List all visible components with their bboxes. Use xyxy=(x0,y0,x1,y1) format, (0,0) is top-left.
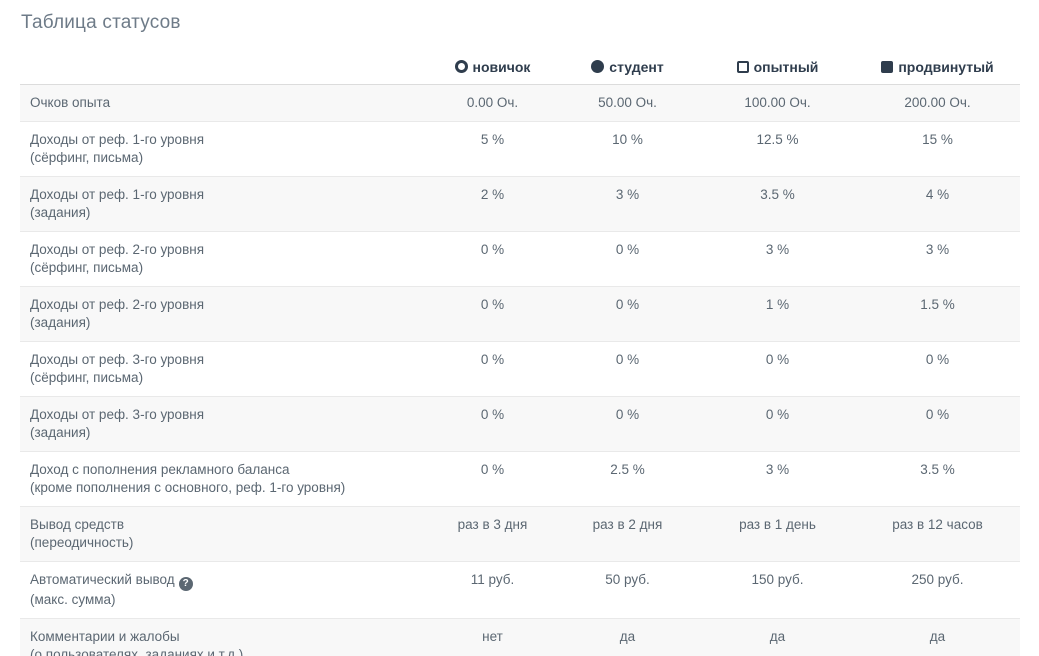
table-cell: раз в 1 день xyxy=(700,506,855,562)
row-label: Доходы от реф. 3-го уровня xyxy=(30,352,205,367)
column-header-experienced: опытный xyxy=(700,51,855,85)
table-row-comments: Комментарии и жалобы (о пользователях, з… xyxy=(20,618,1020,656)
table-cell: 0 % xyxy=(430,396,555,452)
table-cell: 2 % xyxy=(430,176,555,232)
table-cell: 0 % xyxy=(430,341,555,397)
row-label: Доходы от реф. 1-го уровня xyxy=(30,187,205,202)
row-sublabel: (макс. сумма) xyxy=(30,592,116,607)
table-cell: 11 руб. xyxy=(430,561,555,619)
table-cell: 15 % xyxy=(855,121,1020,177)
row-label: Доходы от реф. 2-го уровня xyxy=(30,242,205,257)
table-cell: 2.5 % xyxy=(555,451,700,507)
row-label: Доход с пополнения рекламного баланса xyxy=(30,462,290,477)
table-cell: 250 руб. xyxy=(855,561,1020,619)
row-label: Вывод средств xyxy=(30,517,125,532)
row-label: Комментарии и жалобы xyxy=(30,629,180,644)
table-header-empty xyxy=(20,51,430,85)
table-cell: 200.00 Оч. xyxy=(855,84,1020,122)
table-cell: 4 % xyxy=(855,176,1020,232)
row-sublabel: (кроме пополнения с основного, реф. 1-го… xyxy=(30,480,346,495)
row-label: Автоматический вывод? xyxy=(30,571,420,591)
table-cell: 3 % xyxy=(855,231,1020,287)
status-table: новичок студент опытный продвинутый Очко… xyxy=(20,51,1020,656)
row-sublabel: (задания) xyxy=(30,315,91,330)
table-cell: 0 % xyxy=(430,286,555,342)
table-row-ref1-surf: Доходы от реф. 1-го уровня (сёрфинг, пис… xyxy=(20,121,1020,177)
table-cell: да xyxy=(700,618,855,656)
table-cell: раз в 2 дня xyxy=(555,506,700,562)
table-cell: 0 % xyxy=(700,341,855,397)
table-cell: 0 % xyxy=(430,231,555,287)
column-header-label: опытный xyxy=(753,59,819,75)
row-label: Доходы от реф. 1-го уровня xyxy=(30,132,205,147)
table-cell: 3 % xyxy=(555,176,700,232)
table-cell: 0 % xyxy=(855,396,1020,452)
circle-outline-icon xyxy=(454,60,468,73)
table-row-ref2-tasks: Доходы от реф. 2-го уровня (задания) 0 %… xyxy=(20,286,1020,342)
row-label: Доходы от реф. 2-го уровня xyxy=(30,297,205,312)
table-cell: раз в 3 дня xyxy=(430,506,555,562)
table-row-ref3-surf: Доходы от реф. 3-го уровня (сёрфинг, пис… xyxy=(20,341,1020,397)
table-cell: 0 % xyxy=(430,451,555,507)
table-cell: нет xyxy=(430,618,555,656)
table-cell: 1.5 % xyxy=(855,286,1020,342)
table-cell: 0 % xyxy=(700,396,855,452)
table-cell: 3.5 % xyxy=(855,451,1020,507)
table-cell: 50.00 Оч. xyxy=(555,84,700,122)
column-header-advanced: продвинутый xyxy=(855,51,1020,85)
square-filled-icon xyxy=(881,61,894,73)
table-cell: 1 % xyxy=(700,286,855,342)
row-sublabel: (сёрфинг, письма) xyxy=(30,260,144,275)
table-cell: 50 руб. xyxy=(555,561,700,619)
column-header-novice: новичок xyxy=(430,51,555,85)
table-cell: 0 % xyxy=(855,341,1020,397)
table-row-ref2-surf: Доходы от реф. 2-го уровня (сёрфинг, пис… xyxy=(20,231,1020,287)
row-sublabel: (о пользователях, заданиях и т.д.) xyxy=(30,647,244,656)
table-cell: 150 руб. xyxy=(700,561,855,619)
column-header-label: студент xyxy=(609,59,664,75)
row-sublabel: (сёрфинг, письма) xyxy=(30,150,144,165)
table-header-row: новичок студент опытный продвинутый xyxy=(20,51,1020,85)
circle-filled-icon xyxy=(591,60,605,73)
row-sublabel: (переодичность) xyxy=(30,535,134,550)
table-row-ref1-tasks: Доходы от реф. 1-го уровня (задания) 2 %… xyxy=(20,176,1020,232)
row-sublabel: (сёрфинг, письма) xyxy=(30,370,144,385)
table-cell: раз в 12 часов xyxy=(855,506,1020,562)
table-cell: 12.5 % xyxy=(700,121,855,177)
table-row-withdrawal: Вывод средств (переодичность) раз в 3 дн… xyxy=(20,506,1020,562)
table-cell: да xyxy=(855,618,1020,656)
table-cell: 3 % xyxy=(700,231,855,287)
table-cell: 5 % xyxy=(430,121,555,177)
square-outline-icon xyxy=(736,61,749,73)
page-title: Таблица статусов xyxy=(21,12,181,33)
row-label: Очков опыта xyxy=(30,95,111,110)
table-cell: 10 % xyxy=(555,121,700,177)
table-row-ad-balance: Доход с пополнения рекламного баланса (к… xyxy=(20,451,1020,507)
column-header-label: продвинутый xyxy=(898,59,994,75)
table-cell: 0 % xyxy=(555,396,700,452)
table-cell: 0 % xyxy=(555,286,700,342)
table-cell: 3 % xyxy=(700,451,855,507)
question-circle-icon[interactable]: ? xyxy=(178,577,193,591)
table-cell: да xyxy=(555,618,700,656)
table-row-ref3-tasks: Доходы от реф. 3-го уровня (задания) 0 %… xyxy=(20,396,1020,452)
row-label: Доходы от реф. 3-го уровня xyxy=(30,407,205,422)
table-cell: 3.5 % xyxy=(700,176,855,232)
column-header-student: студент xyxy=(555,51,700,85)
row-sublabel: (задания) xyxy=(30,205,91,220)
table-cell: 0 % xyxy=(555,341,700,397)
column-header-label: новичок xyxy=(472,59,531,75)
table-cell: 100.00 Оч. xyxy=(700,84,855,122)
table-cell: 0 % xyxy=(555,231,700,287)
row-sublabel: (задания) xyxy=(30,425,91,440)
table-row-experience-points: Очков опыта 0.00 Оч. 50.00 Оч. 100.00 Оч… xyxy=(20,84,1020,122)
table-cell: 0.00 Оч. xyxy=(430,84,555,122)
table-row-auto-withdrawal: Автоматический вывод? (макс. сумма) 11 р… xyxy=(20,561,1020,619)
